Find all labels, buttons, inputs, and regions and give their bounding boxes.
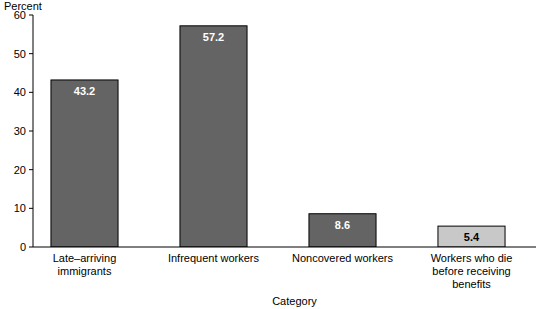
- bars: [51, 26, 505, 247]
- data-label: 8.6: [335, 219, 350, 231]
- y-tick-label: 10: [14, 202, 26, 214]
- x-tick-label: Infrequent workers: [168, 252, 260, 264]
- y-tick-label: 20: [14, 164, 26, 176]
- chart-container: 43.257.28.65.40102030405060Late–arriving…: [0, 0, 536, 309]
- chart-svg: 43.257.28.65.40102030405060Late–arriving…: [0, 0, 536, 309]
- x-tick-label: Workers who diebefore receivingbenefits: [431, 252, 513, 290]
- y-tick: [29, 169, 33, 170]
- y-tick-label: 40: [14, 86, 26, 98]
- y-axis-title: Percent: [4, 0, 42, 12]
- y-tick: [29, 247, 33, 248]
- x-tick-label: Late–arrivingimmigrants: [53, 252, 117, 277]
- y-tick-label: 50: [14, 48, 26, 60]
- data-label: 57.2: [203, 31, 224, 43]
- bar: [51, 80, 118, 247]
- data-label: 5.4: [464, 231, 480, 243]
- y-tick: [29, 15, 33, 16]
- x-axis: [33, 247, 536, 248]
- x-axis-title: Category: [272, 295, 317, 307]
- y-tick: [29, 208, 33, 209]
- y-tick-label: 30: [14, 125, 26, 137]
- bar: [438, 226, 505, 247]
- data-label: 43.2: [74, 85, 95, 97]
- x-tick-label: Noncovered workers: [292, 252, 393, 264]
- bar: [180, 26, 247, 247]
- y-tick-label: 0: [20, 241, 26, 253]
- y-tick: [29, 131, 33, 132]
- bar: [309, 214, 376, 247]
- y-tick: [29, 53, 33, 54]
- y-tick: [29, 92, 33, 93]
